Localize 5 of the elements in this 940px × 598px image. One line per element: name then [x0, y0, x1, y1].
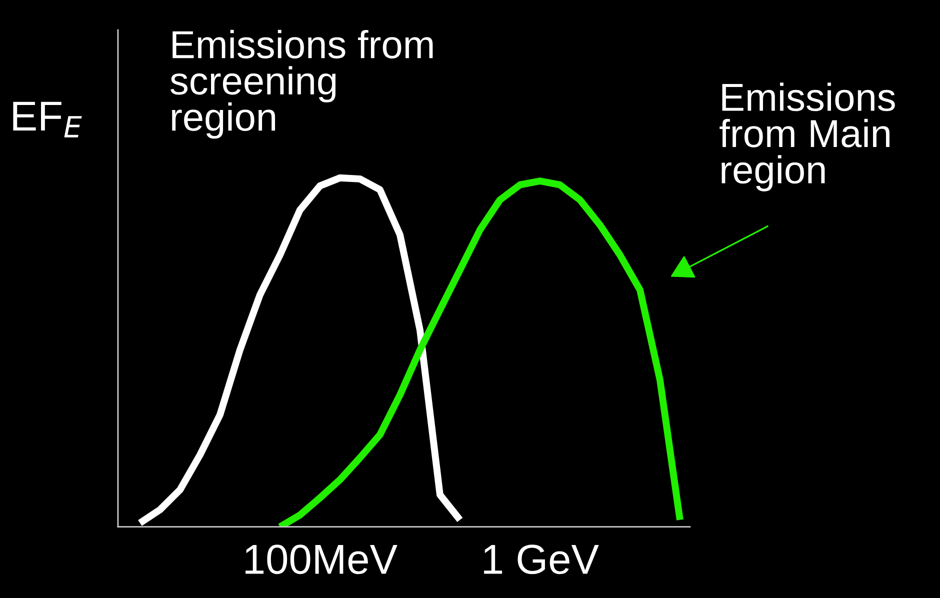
text: Emissions from screening region	[170, 30, 433, 139]
x-tick-label: 1 GeV	[484, 544, 599, 574]
y-axis-title: EF$_{E}$	[13, 102, 82, 138]
x-tick-label: 100MeV	[246, 544, 398, 574]
text: Emissions from Main region	[720, 82, 895, 192]
